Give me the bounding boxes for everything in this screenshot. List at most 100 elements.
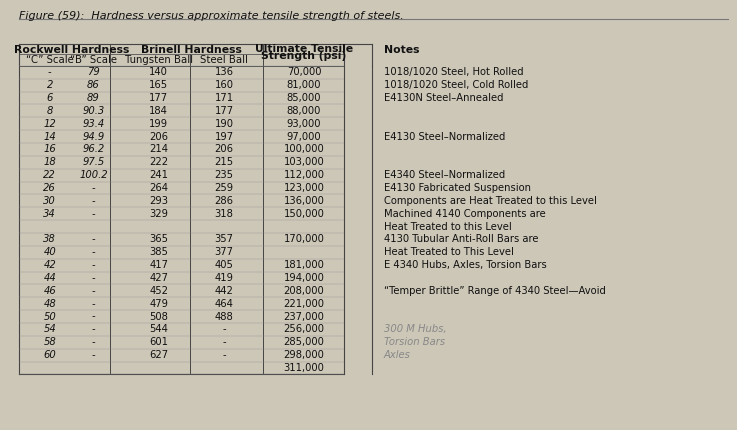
Text: 171: 171 — [214, 93, 234, 103]
Text: 58: 58 — [43, 337, 56, 347]
Text: 150,000: 150,000 — [284, 209, 324, 219]
Text: 181,000: 181,000 — [284, 260, 324, 270]
Text: E4340 Steel–Normalized: E4340 Steel–Normalized — [384, 170, 506, 180]
Text: 190: 190 — [214, 119, 234, 129]
Text: 46: 46 — [43, 286, 56, 296]
Text: -: - — [91, 183, 95, 193]
Text: 488: 488 — [214, 312, 234, 322]
Text: Heat Treated to This Level: Heat Treated to This Level — [384, 247, 514, 257]
Text: 215: 215 — [214, 157, 234, 167]
Text: -: - — [91, 299, 95, 309]
Text: 206: 206 — [150, 132, 168, 141]
Text: -: - — [48, 67, 52, 77]
Text: -: - — [91, 260, 95, 270]
Text: 70,000: 70,000 — [287, 67, 321, 77]
Text: 86: 86 — [87, 80, 99, 90]
Text: -: - — [223, 350, 226, 360]
Text: 237,000: 237,000 — [284, 312, 324, 322]
Text: 50: 50 — [43, 312, 56, 322]
Text: 34: 34 — [43, 209, 56, 219]
Text: -: - — [91, 209, 95, 219]
Text: -: - — [91, 247, 95, 257]
Text: -: - — [91, 312, 95, 322]
Text: 40: 40 — [43, 247, 56, 257]
Text: -: - — [91, 337, 95, 347]
Text: 293: 293 — [150, 196, 168, 206]
Text: E4130N Steel–Annealed: E4130N Steel–Annealed — [384, 93, 503, 103]
Text: 136: 136 — [214, 67, 234, 77]
Text: Ultimate Tensile: Ultimate Tensile — [255, 44, 353, 54]
Text: Strength (psi): Strength (psi) — [262, 51, 346, 61]
Text: E4130 Steel–Normalized: E4130 Steel–Normalized — [384, 132, 506, 141]
Text: E 4340 Hubs, Axles, Torsion Bars: E 4340 Hubs, Axles, Torsion Bars — [384, 260, 547, 270]
Text: 136,000: 136,000 — [284, 196, 324, 206]
Text: 385: 385 — [150, 247, 168, 257]
Text: 85,000: 85,000 — [287, 93, 321, 103]
Text: 81,000: 81,000 — [287, 80, 321, 90]
Text: 94.9: 94.9 — [83, 132, 105, 141]
Text: 26: 26 — [43, 183, 56, 193]
Text: -: - — [91, 273, 95, 283]
Text: 16: 16 — [43, 144, 56, 154]
Text: 2: 2 — [46, 80, 53, 90]
Text: 329: 329 — [150, 209, 168, 219]
Text: 123,000: 123,000 — [284, 183, 324, 193]
Text: 38: 38 — [43, 234, 56, 244]
Text: 44: 44 — [43, 273, 56, 283]
Text: Components are Heat Treated to this Level: Components are Heat Treated to this Leve… — [384, 196, 597, 206]
Text: Torsion Bars: Torsion Bars — [384, 337, 445, 347]
Text: 357: 357 — [214, 234, 234, 244]
Text: 100,000: 100,000 — [284, 144, 324, 154]
Text: 452: 452 — [150, 286, 168, 296]
Text: 42: 42 — [43, 260, 56, 270]
Text: 97.5: 97.5 — [83, 157, 105, 167]
Text: 30: 30 — [43, 196, 56, 206]
Text: 93,000: 93,000 — [287, 119, 321, 129]
Text: 177: 177 — [214, 106, 234, 116]
Text: 18: 18 — [43, 157, 56, 167]
Text: -: - — [91, 286, 95, 296]
Text: “C” Scale: “C” Scale — [26, 55, 74, 65]
Text: 405: 405 — [214, 260, 234, 270]
Text: 627: 627 — [149, 350, 168, 360]
Text: 286: 286 — [214, 196, 234, 206]
Text: 89: 89 — [87, 93, 99, 103]
Text: 103,000: 103,000 — [284, 157, 324, 167]
Text: 298,000: 298,000 — [284, 350, 324, 360]
Text: 22: 22 — [43, 170, 56, 180]
Text: 60: 60 — [43, 350, 56, 360]
Text: Machined 4140 Components are: Machined 4140 Components are — [384, 209, 545, 219]
Text: 79: 79 — [87, 67, 99, 77]
Text: 206: 206 — [214, 144, 234, 154]
Text: -: - — [91, 350, 95, 360]
Text: Figure (59):  Hardness versus approximate tensile strength of steels.: Figure (59): Hardness versus approximate… — [18, 12, 403, 22]
Text: 177: 177 — [149, 93, 168, 103]
Text: 48: 48 — [43, 299, 56, 309]
Text: Axles: Axles — [384, 350, 411, 360]
Text: 170,000: 170,000 — [284, 234, 324, 244]
Text: 93.4: 93.4 — [83, 119, 105, 129]
Text: 221,000: 221,000 — [284, 299, 324, 309]
Text: 6: 6 — [46, 93, 53, 103]
Text: 88,000: 88,000 — [287, 106, 321, 116]
Text: -: - — [223, 337, 226, 347]
Text: Rockwell Hardness: Rockwell Hardness — [14, 45, 129, 55]
Text: 427: 427 — [150, 273, 168, 283]
Text: 194,000: 194,000 — [284, 273, 324, 283]
Text: Brinell Hardness: Brinell Hardness — [141, 45, 242, 55]
Text: 140: 140 — [150, 67, 168, 77]
Text: 197: 197 — [214, 132, 234, 141]
Text: 222: 222 — [149, 157, 168, 167]
Text: 377: 377 — [214, 247, 234, 257]
Text: -: - — [223, 325, 226, 335]
Text: 235: 235 — [214, 170, 234, 180]
Text: 464: 464 — [214, 299, 234, 309]
Text: 8: 8 — [46, 106, 53, 116]
Text: 601: 601 — [150, 337, 168, 347]
Text: 1018/1020 Steel, Cold Rolled: 1018/1020 Steel, Cold Rolled — [384, 80, 528, 90]
Text: Heat Treated to this Level: Heat Treated to this Level — [384, 221, 511, 232]
Text: 417: 417 — [150, 260, 168, 270]
Text: “Temper Brittle” Range of 4340 Steel—Avoid: “Temper Brittle” Range of 4340 Steel—Avo… — [384, 286, 606, 296]
Text: 96.2: 96.2 — [83, 144, 105, 154]
Text: 214: 214 — [150, 144, 168, 154]
